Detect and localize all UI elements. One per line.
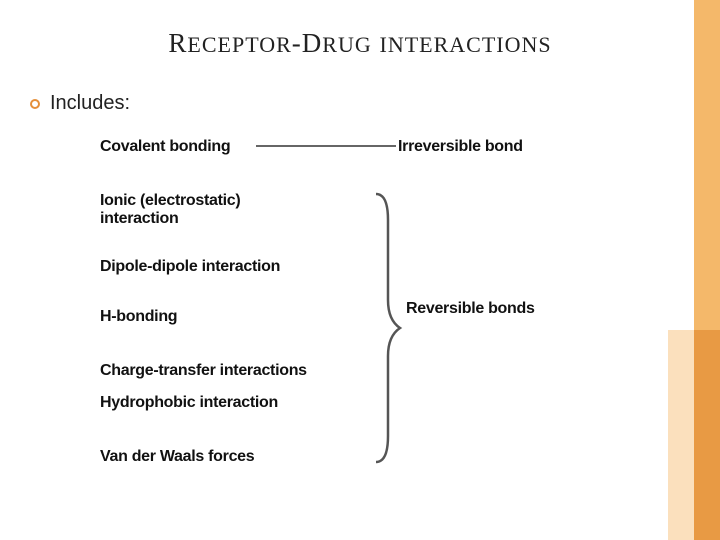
side-band-inner [668,330,694,540]
slide-title: RECEPTOR-DRUG INTERACTIONS [0,28,720,59]
item-vdw: Van der Waals forces [100,448,254,466]
bullet-text: Includes: [50,92,130,115]
connector-line [256,145,396,147]
label-irreversible: Irreversible bond [398,138,523,156]
item-covalent: Covalent bonding [100,138,230,156]
slide: RECEPTOR-DRUG INTERACTIONS Includes: Cov… [0,0,720,540]
bullet-row: Includes: [30,92,130,115]
bullet-icon [30,99,40,109]
bracket-icon [370,190,404,466]
item-ionic: Ionic (electrostatic)interaction [100,192,300,228]
item-hbond: H-bonding [100,308,177,326]
item-hydrophobic: Hydrophobic interaction [100,394,278,412]
item-charge-transfer: Charge-transfer interactions [100,362,307,380]
side-band-outer-lower [694,330,720,540]
item-dipole: Dipole-dipole interaction [100,258,280,276]
label-reversible: Reversible bonds [406,300,535,318]
